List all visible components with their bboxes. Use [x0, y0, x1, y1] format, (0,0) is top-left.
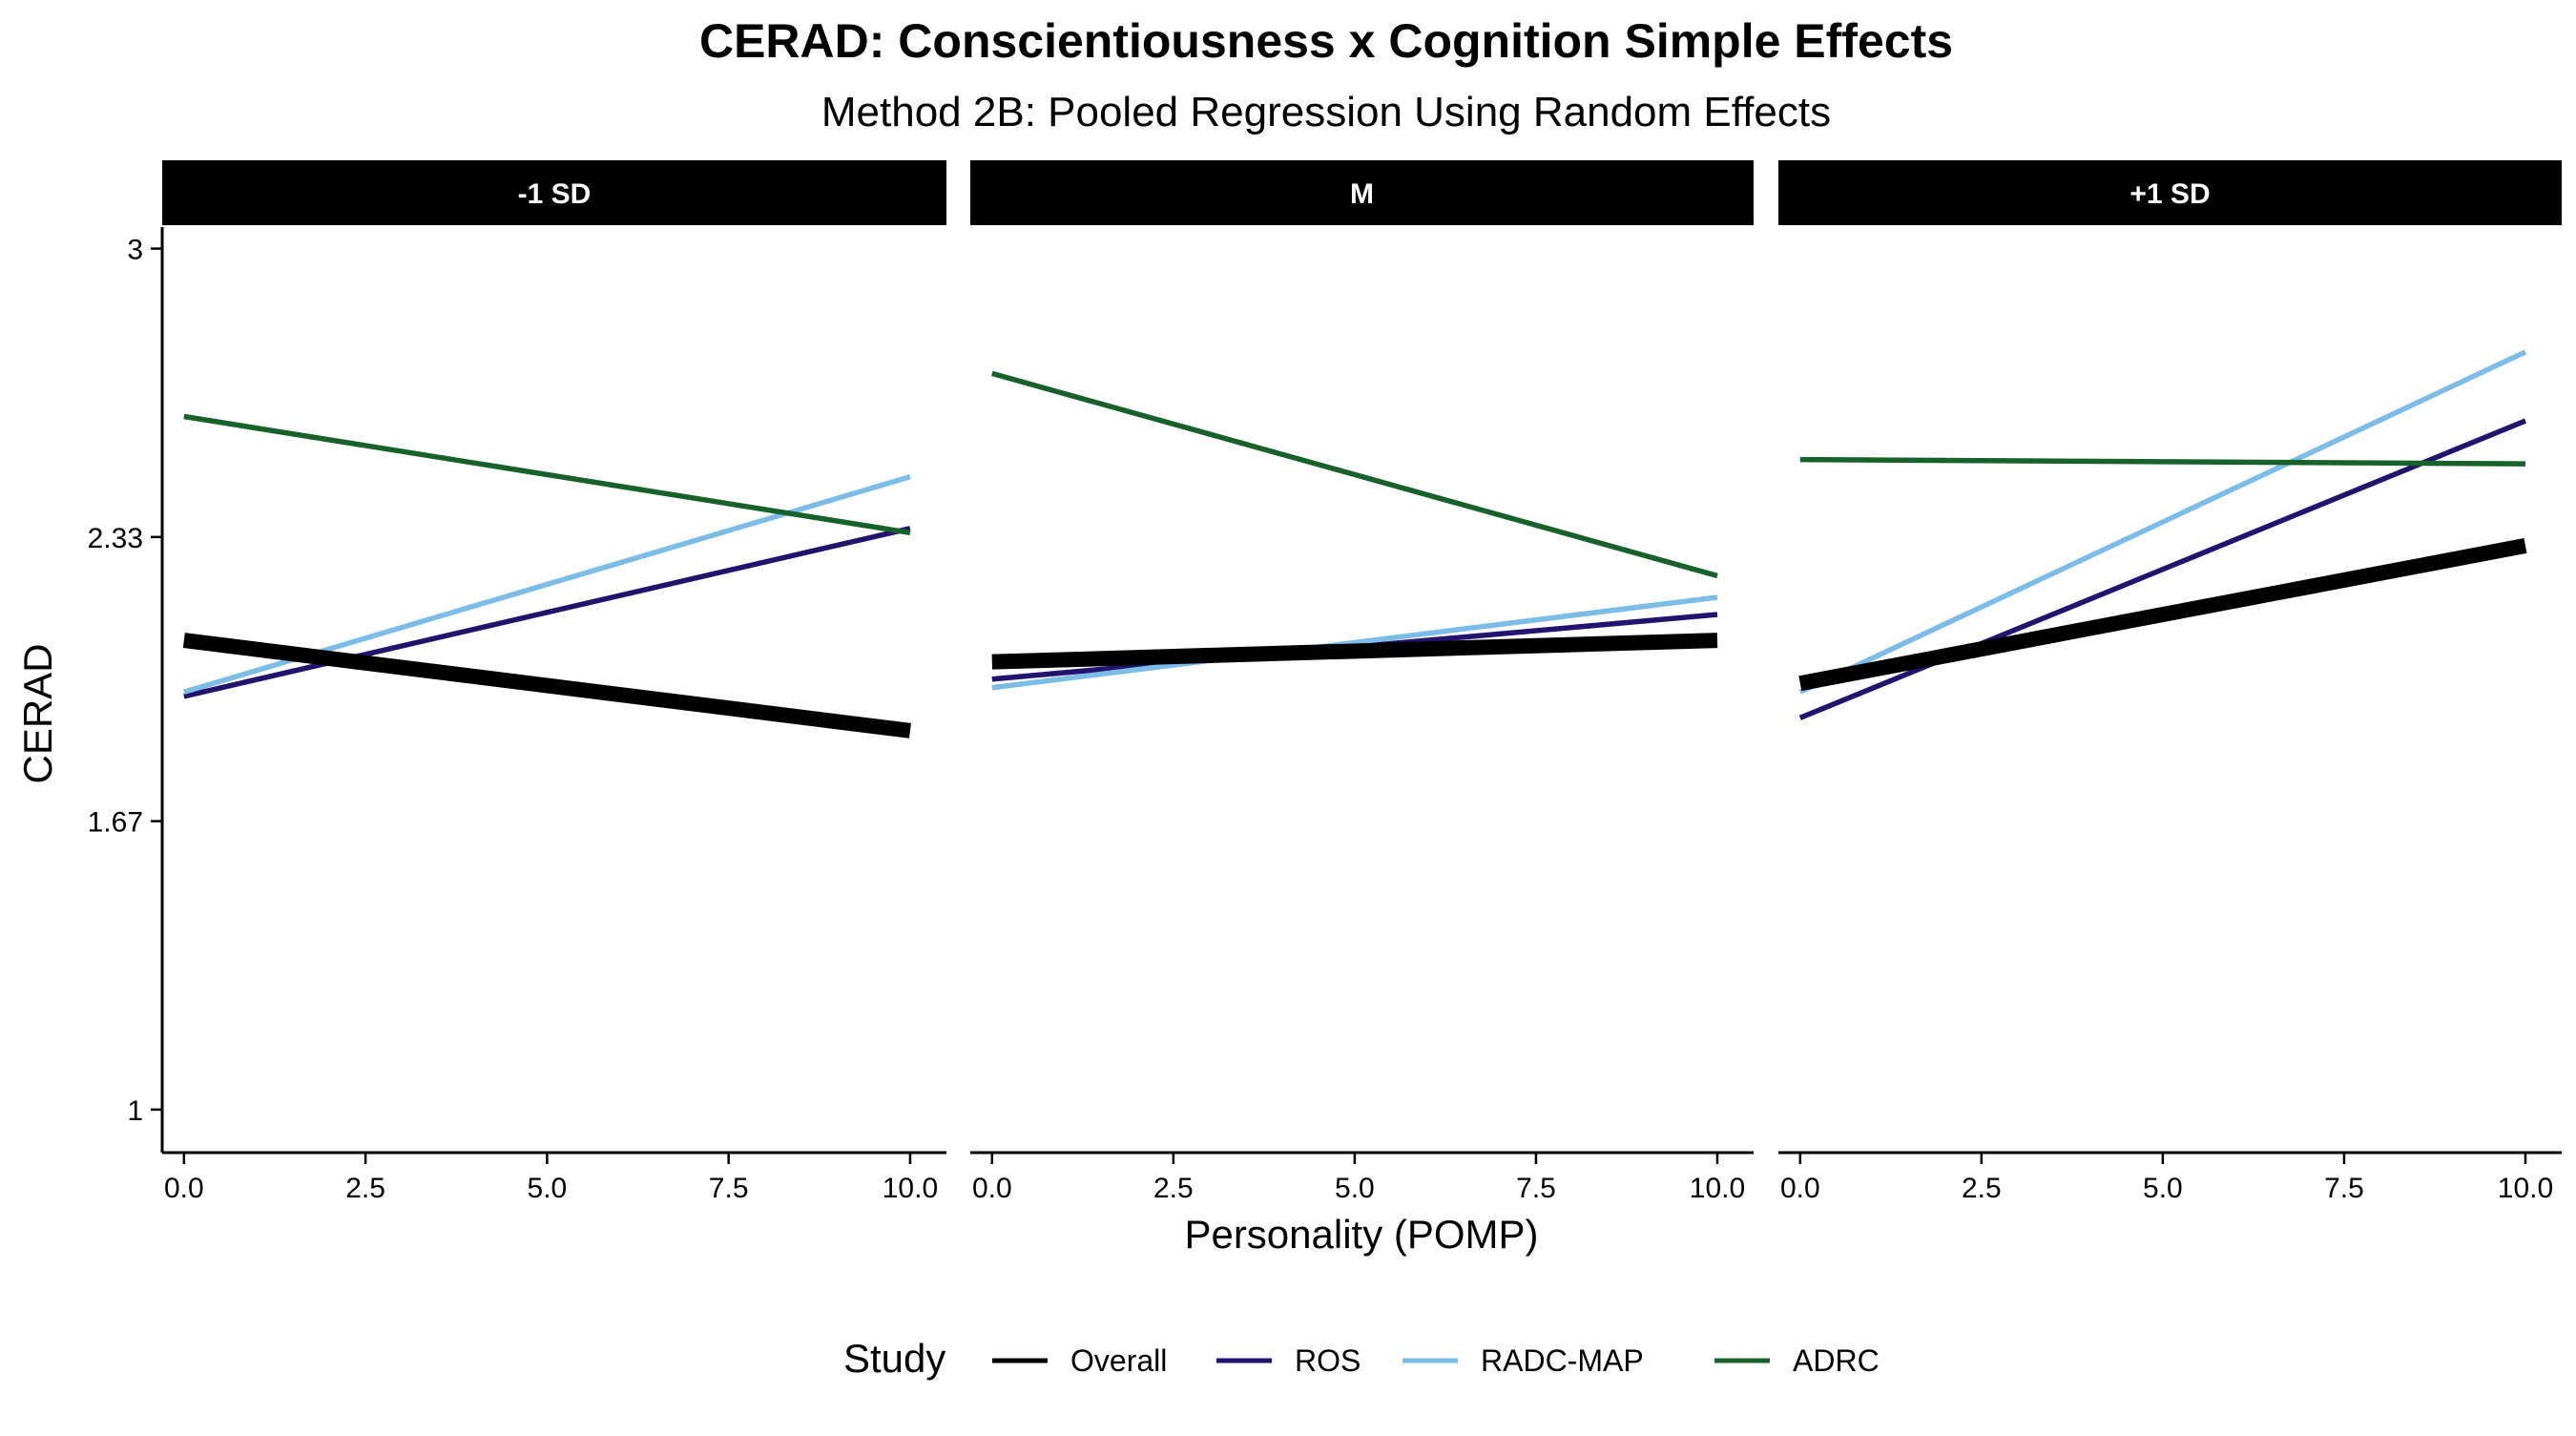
x-tick-label: 0.0	[972, 1173, 1012, 1204]
x-tick-label: 10.0	[883, 1173, 938, 1204]
x-tick-label: 2.5	[345, 1173, 385, 1204]
facet-strip-label: M	[1350, 178, 1374, 210]
series-line-overall	[1798, 538, 2527, 692]
x-tick-label: 7.5	[2324, 1173, 2364, 1204]
series-line-adrc	[183, 413, 911, 536]
legend-label-adrc: ADRC	[1793, 1343, 1880, 1378]
series-line-overall	[991, 633, 1718, 670]
x-tick-label: 0.0	[164, 1173, 204, 1204]
y-tick-label: 1.67	[88, 807, 143, 839]
series-line-ros	[1798, 418, 2527, 720]
y-tick-label: 1	[127, 1095, 143, 1127]
facet-strip	[162, 160, 946, 225]
legend-label-ros: ROS	[1295, 1343, 1361, 1378]
panel-0: -1 SD 0.0 2.5 5.0 7.5 10.0 1 1.67 2.33 3	[88, 160, 946, 1204]
legend-label-overall: Overall	[1070, 1343, 1167, 1378]
facet-panels: -1 SD 0.0 2.5 5.0 7.5 10.0 1 1.67 2.33 3 M 0.0 2.5 5.…	[88, 160, 2562, 1204]
x-tick-label: 0.0	[1780, 1173, 1820, 1204]
x-tick-label: 7.5	[709, 1173, 749, 1204]
panel-2: +1 SD 0.0 2.5 5.0 7.5 10.0	[1778, 160, 2562, 1204]
x-tick-label: 2.5	[1962, 1173, 2002, 1204]
x-tick-label: 5.0	[528, 1173, 568, 1204]
legend-title: Study	[843, 1336, 945, 1381]
legend: Overall ROS RADC-MAP ADRC	[992, 1343, 1880, 1378]
facet-strip-label: -1 SD	[518, 178, 592, 210]
x-tick-label: 10.0	[1690, 1173, 1745, 1204]
series-line-radc-map	[1798, 349, 2527, 695]
chart-title: CERAD: Conscientiousness x Cognition Sim…	[699, 14, 1953, 68]
series-line-adrc	[991, 370, 1718, 579]
panel-1: M 0.0 2.5 5.0 7.5 10.0	[970, 160, 1754, 1204]
y-axis-title: CERAD	[15, 643, 60, 783]
facet-strip	[1778, 160, 2562, 225]
x-tick-label: 10.0	[2498, 1173, 2553, 1204]
series-line-adrc	[1799, 456, 2526, 467]
facet-strip-label: +1 SD	[2129, 178, 2210, 210]
chart-subtitle: Method 2B: Pooled Regression Using Rando…	[821, 89, 1831, 135]
series-line-overall	[182, 633, 911, 739]
y-tick-label: 3	[127, 235, 143, 266]
series-line-ros	[183, 526, 911, 699]
y-tick-label: 2.33	[88, 523, 143, 554]
series-line-radc-map	[991, 594, 1718, 691]
x-tick-label: 5.0	[2143, 1173, 2183, 1204]
x-tick-label: 5.0	[1335, 1173, 1375, 1204]
legend-label-radc-map: RADC-MAP	[1481, 1343, 1644, 1378]
x-tick-label: 7.5	[1516, 1173, 1556, 1204]
facet-strip	[970, 160, 1754, 225]
x-tick-label: 2.5	[1153, 1173, 1194, 1204]
x-axis-title: Personality (POMP)	[1184, 1212, 1538, 1257]
